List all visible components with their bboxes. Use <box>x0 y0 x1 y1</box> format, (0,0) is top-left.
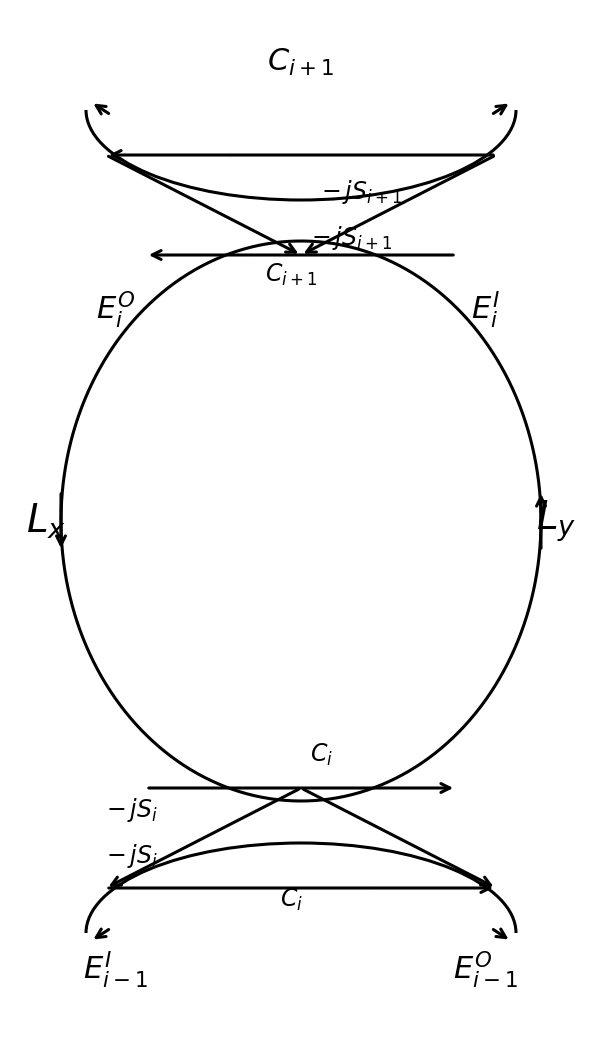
Text: $L_x$: $L_x$ <box>26 502 66 540</box>
Text: $-\,jS_i$: $-\,jS_i$ <box>106 796 158 824</box>
Text: $-\,jS_i$: $-\,jS_i$ <box>106 842 158 870</box>
Text: $-\,jS_{i+1}$: $-\,jS_{i+1}$ <box>311 224 392 252</box>
Text: $C_i$: $C_i$ <box>309 742 332 768</box>
Text: $E_i^I$: $E_i^I$ <box>472 290 500 331</box>
Text: $-\,jS_{i+1}$: $-\,jS_{i+1}$ <box>321 178 402 207</box>
Text: $E_i^O$: $E_i^O$ <box>96 290 136 331</box>
Text: $L_y$: $L_y$ <box>536 499 576 543</box>
Text: $C_i$: $C_i$ <box>280 887 303 913</box>
Text: $E_{i-1}^I$: $E_{i-1}^I$ <box>83 949 148 991</box>
Text: $E_{i-1}^O$: $E_{i-1}^O$ <box>453 949 519 991</box>
Text: $C_{i+1}$: $C_{i+1}$ <box>268 47 335 77</box>
Text: $C_{i+1}$: $C_{i+1}$ <box>265 262 317 288</box>
